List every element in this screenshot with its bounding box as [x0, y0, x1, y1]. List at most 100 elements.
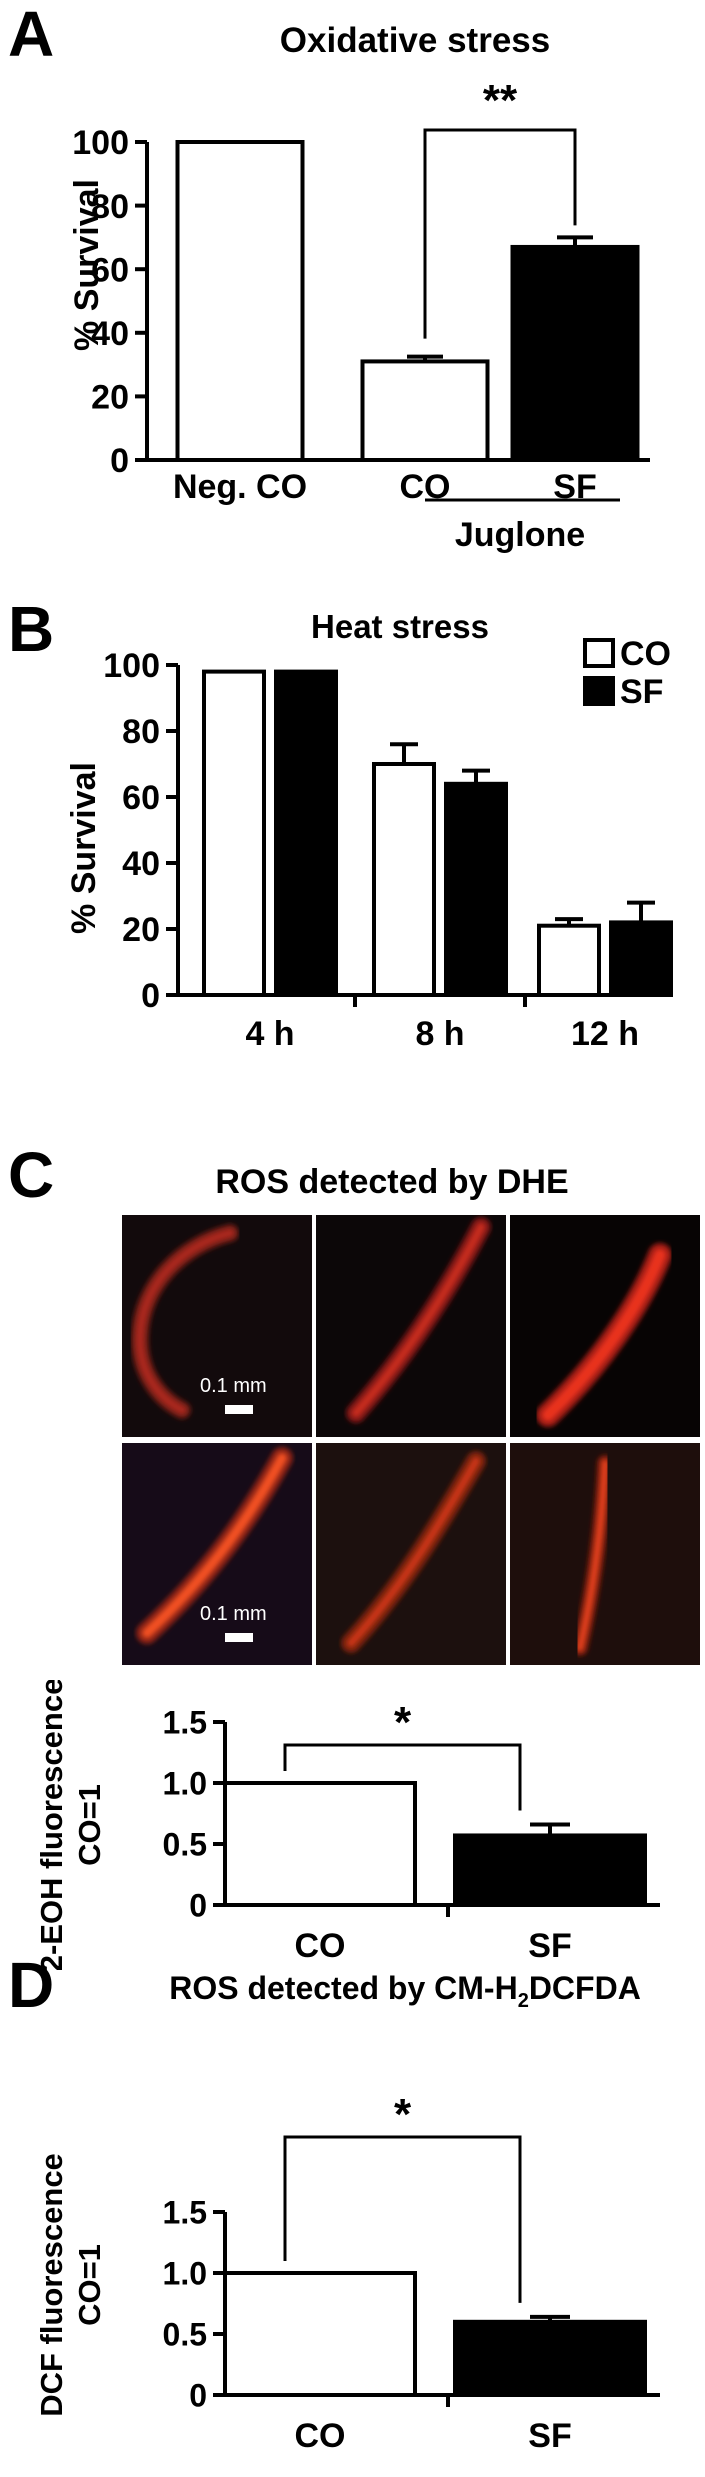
chart-b-ylabel: % Survival — [65, 762, 103, 934]
chart-b-yaxis: 0 20 40 60 80 100 — [103, 647, 180, 1015]
chart-d-bar-co — [223, 2271, 417, 2397]
chart-a-y-tick-label: 100 — [72, 124, 129, 162]
micrograph-grid: 0.1 mm 0.1 mm — [122, 1215, 700, 1665]
chart-d-title: ROS detected by CM-H2DCFDA — [169, 1970, 641, 2012]
chart-c-sig-label: * — [394, 1698, 412, 1747]
chart-d-bars — [223, 2271, 660, 2407]
chart-c-yaxis: 0 0.5 1.0 1.5 — [163, 1705, 227, 1924]
chart-a-y-tick-label: 0 — [110, 442, 129, 480]
chart-c-y-tick-label: 1.5 — [163, 1705, 207, 1741]
chart-a-title: Oxidative stress — [280, 21, 550, 60]
chart-b-y-tick-label: 0 — [141, 977, 160, 1015]
chart-a-y-tick-label: 40 — [91, 315, 129, 353]
chart-d-title-tail: DCFDA — [529, 1970, 641, 2006]
chart-b-bar-sf — [444, 781, 508, 997]
chart-c-x-tick-label: CO — [295, 1927, 346, 1965]
chart-b-bars — [178, 669, 673, 1007]
chart-c-title: ROS detected by DHE — [215, 1163, 568, 1201]
chart-d-ylabel-line2: CO=1 — [72, 2244, 107, 2326]
chart-b-y-tick-label: 40 — [122, 845, 160, 883]
scale-bar-sf — [225, 1633, 253, 1642]
chart-d-significance: * — [283, 2090, 522, 2303]
chart-c-bars — [223, 1781, 660, 1917]
chart-c-ylabel-line2: CO=1 — [72, 1784, 107, 1866]
chart-a-significance: ** — [423, 76, 577, 339]
chart-d-bar-sf — [453, 2319, 647, 2397]
chart-c-bar-sf — [453, 1833, 647, 1908]
chart-c-header: ROS detected by DHE — [215, 1163, 568, 1201]
chart-b-bar-co — [202, 669, 266, 997]
scale-bar-co — [225, 1405, 253, 1414]
chart-d-y-tick-label: 1.0 — [163, 2256, 207, 2292]
chart-d-sig-bracket — [283, 2135, 522, 2303]
chart-d-xlabels: CO SF — [295, 2417, 572, 2455]
chart-d-x-tick-label: CO — [295, 2417, 346, 2455]
chart-a-x-tick-label: Neg. CO — [173, 468, 307, 506]
chart-b-legend-swatch-co — [583, 638, 615, 668]
chart-b-bar-co — [372, 762, 436, 997]
micrograph-sf-1: 0.1 mm — [122, 1443, 312, 1665]
micrograph-sf-2 — [316, 1443, 506, 1665]
chart-a-xlabels: Neg. CO CO SF — [173, 468, 597, 506]
chart-a-y-tick-label: 60 — [91, 251, 129, 289]
chart-d: ROS detected by CM-H2DCFDA DCF fluoresce… — [34, 1970, 660, 2455]
chart-a-ylabel: % Survival — [68, 179, 106, 351]
chart-a-bar — [360, 359, 490, 463]
scale-bar-label-sf: 0.1 mm — [200, 1603, 267, 1625]
chart-b-x-tick-label: 12 h — [571, 1015, 639, 1053]
panel-letter-b: B — [8, 593, 55, 665]
chart-b: Heat stress % Survival 0 20 40 60 80 100 4 h 8… — [65, 608, 673, 1053]
panel-letter-d: D — [8, 1949, 55, 2021]
chart-b-bar-sf — [609, 920, 673, 997]
chart-b-x-tick-label: 4 h — [245, 1015, 294, 1053]
chart-a-sig-bracket — [423, 128, 577, 339]
chart-a-bars — [147, 140, 650, 463]
chart-c-xlabels: CO SF — [295, 1927, 572, 1965]
chart-b-y-tick-label: 20 — [122, 911, 160, 949]
chart-a-y-tick-label: 80 — [91, 188, 129, 226]
chart-c-sig-bracket — [283, 1743, 522, 1811]
chart-c-y-tick-label: 0 — [189, 1888, 207, 1924]
chart-b-y-tick-label: 100 — [103, 647, 160, 685]
chart-a-sig-label: ** — [483, 76, 518, 125]
chart-c-ylabel-line1: 2-EOH fluorescence — [34, 1680, 69, 1970]
chart-d-y-tick-label: 1.5 — [163, 2195, 207, 2231]
chart-d-yaxis: 0 0.5 1.0 1.5 — [163, 2195, 227, 2414]
micrograph-co-1: 0.1 mm — [122, 1215, 312, 1437]
chart-a-y-tick-label: 20 — [91, 379, 129, 417]
chart-c-significance: * — [283, 1698, 522, 1811]
chart-b-y-tick-label: 80 — [122, 713, 160, 751]
panel-letter-c: C — [8, 1139, 55, 1211]
micrograph-co-2 — [316, 1215, 506, 1437]
chart-d-y-tick-label: 0 — [189, 2378, 207, 2414]
chart-d-y-tick-label: 0.5 — [163, 2317, 207, 2353]
chart-c-y-tick-label: 1.0 — [163, 1766, 207, 1802]
chart-c-bar-co — [223, 1781, 417, 1907]
chart-d-title-sub: 2 — [518, 1990, 529, 2012]
chart-c: 2-EOH fluorescence CO=1 00.51.01.5 CO SF … — [34, 1680, 660, 1970]
scale-bar-label-co: 0.1 mm — [200, 1375, 267, 1397]
chart-a-bar — [175, 140, 305, 462]
chart-b-x-tick-label: 8 h — [415, 1015, 464, 1053]
chart-d-sig-label: * — [394, 2090, 412, 2139]
chart-d-ylabel-line1: DCF fluorescence — [34, 2153, 69, 2417]
micrograph-co-3 — [510, 1215, 700, 1437]
chart-b-legend-swatch-sf — [583, 676, 615, 706]
chart-b-legend-label-co: CO — [620, 635, 671, 673]
chart-d-x-tick-label: SF — [528, 2417, 571, 2455]
chart-d-title-main: ROS detected by CM-H — [169, 1970, 517, 2006]
chart-a: Oxidative stress % Survival 0 20 40 60 80 100… — [68, 21, 650, 554]
chart-a-group-label: Juglone — [455, 516, 585, 554]
chart-a-bar — [510, 244, 640, 462]
chart-b-bar-sf — [274, 669, 338, 997]
chart-b-xlabels: 4 h 8 h 12 h — [245, 1015, 639, 1053]
chart-b-legend-label-sf: SF — [620, 673, 663, 711]
chart-c-x-tick-label: SF — [528, 1927, 571, 1965]
chart-b-title: Heat stress — [311, 608, 489, 645]
chart-b-bar-co — [537, 923, 601, 998]
chart-c-y-tick-label: 0.5 — [163, 1827, 207, 1863]
panel-letter-a: A — [8, 0, 55, 70]
chart-a-yaxis: 0 20 40 60 80 100 — [72, 124, 149, 480]
chart-b-y-tick-label: 60 — [122, 779, 160, 817]
